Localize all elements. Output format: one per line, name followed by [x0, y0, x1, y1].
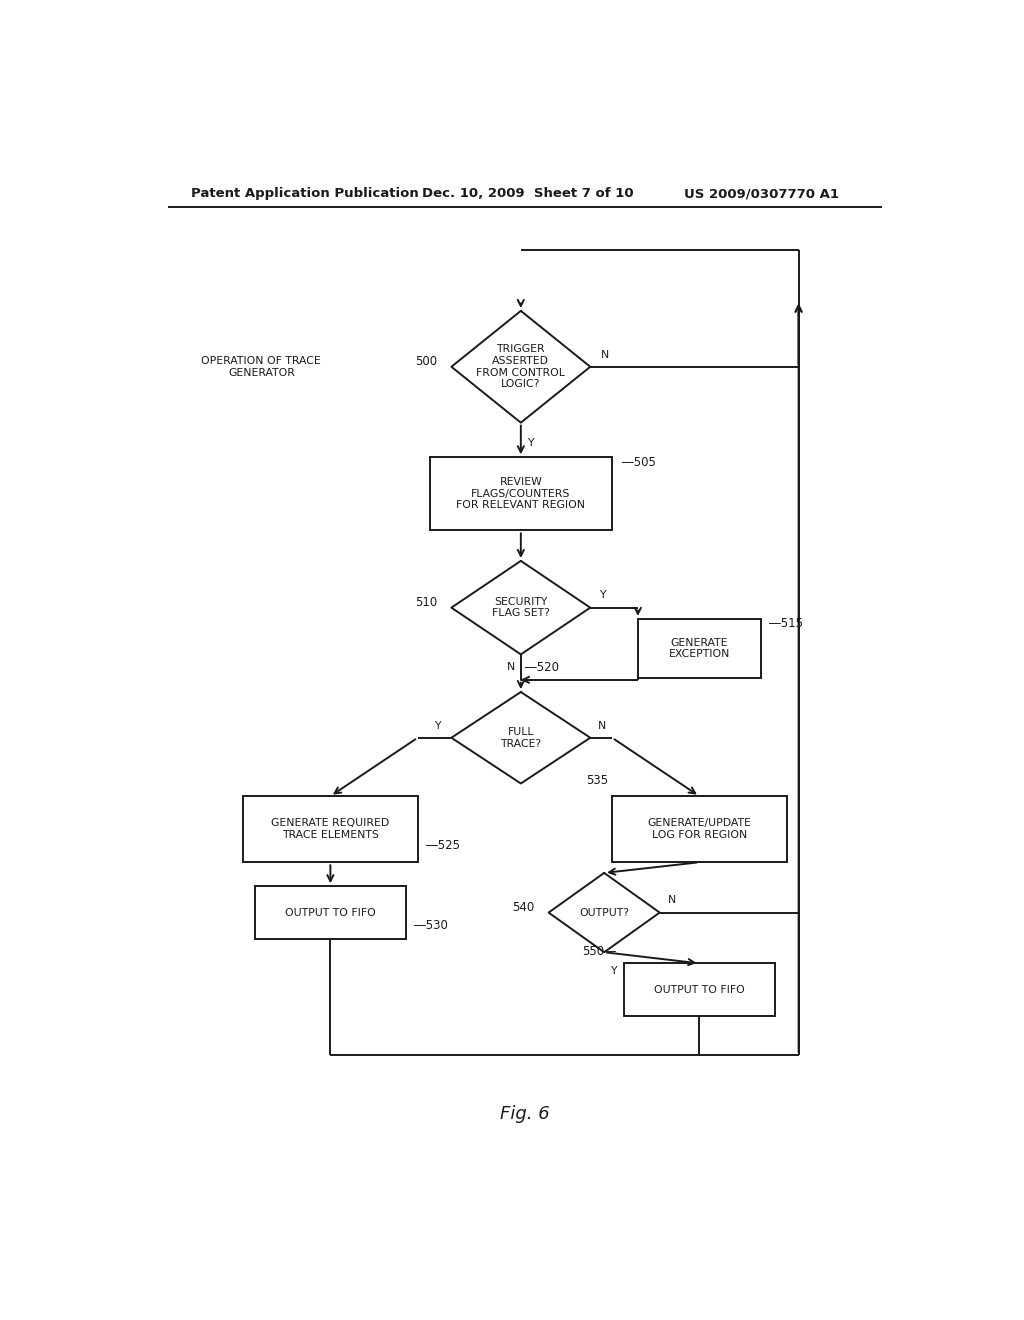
Text: OPERATION OF TRACE
GENERATOR: OPERATION OF TRACE GENERATOR: [202, 356, 322, 378]
Text: ―525: ―525: [426, 840, 460, 853]
Text: FULL
TRACE?: FULL TRACE?: [501, 727, 542, 748]
Text: US 2009/0307770 A1: US 2009/0307770 A1: [684, 187, 839, 201]
Text: Y: Y: [527, 438, 534, 447]
Text: 535: 535: [586, 775, 608, 788]
Bar: [638, 619, 761, 677]
Bar: [243, 796, 418, 862]
Text: N: N: [600, 350, 608, 359]
Text: GENERATE/UPDATE
LOG FOR REGION: GENERATE/UPDATE LOG FOR REGION: [647, 818, 752, 840]
Bar: [612, 796, 786, 862]
Bar: [430, 457, 612, 531]
Text: Y: Y: [599, 590, 605, 601]
Text: 550―: 550―: [583, 945, 616, 958]
Text: ―505: ―505: [622, 455, 655, 469]
Text: 510: 510: [415, 597, 437, 609]
Text: TRIGGER
ASSERTED
FROM CONTROL
LOGIC?: TRIGGER ASSERTED FROM CONTROL LOGIC?: [476, 345, 565, 389]
Text: ―515: ―515: [769, 618, 803, 631]
Text: OUTPUT TO FIFO: OUTPUT TO FIFO: [285, 908, 376, 917]
Text: 500: 500: [415, 355, 437, 368]
Text: Y: Y: [434, 721, 440, 730]
Text: SECURITY
FLAG SET?: SECURITY FLAG SET?: [492, 597, 550, 619]
Text: Y: Y: [610, 965, 616, 975]
Bar: [624, 964, 775, 1016]
Text: GENERATE REQUIRED
TRACE ELEMENTS: GENERATE REQUIRED TRACE ELEMENTS: [271, 818, 389, 840]
Text: OUTPUT?: OUTPUT?: [580, 908, 629, 917]
Bar: [255, 886, 406, 939]
Text: Fig. 6: Fig. 6: [500, 1105, 550, 1123]
Text: ―530: ―530: [414, 919, 447, 932]
Text: OUTPUT TO FIFO: OUTPUT TO FIFO: [654, 985, 744, 995]
Text: N: N: [668, 895, 676, 906]
Text: Dec. 10, 2009  Sheet 7 of 10: Dec. 10, 2009 Sheet 7 of 10: [422, 187, 633, 201]
Text: REVIEW
FLAGS/COUNTERS
FOR RELEVANT REGION: REVIEW FLAGS/COUNTERS FOR RELEVANT REGIO…: [457, 478, 586, 511]
Text: ―520: ―520: [524, 661, 559, 673]
Text: N: N: [598, 721, 606, 730]
Text: N: N: [507, 661, 515, 672]
Text: 540: 540: [512, 902, 535, 913]
Text: GENERATE
EXCEPTION: GENERATE EXCEPTION: [669, 638, 730, 659]
Text: Patent Application Publication: Patent Application Publication: [191, 187, 419, 201]
